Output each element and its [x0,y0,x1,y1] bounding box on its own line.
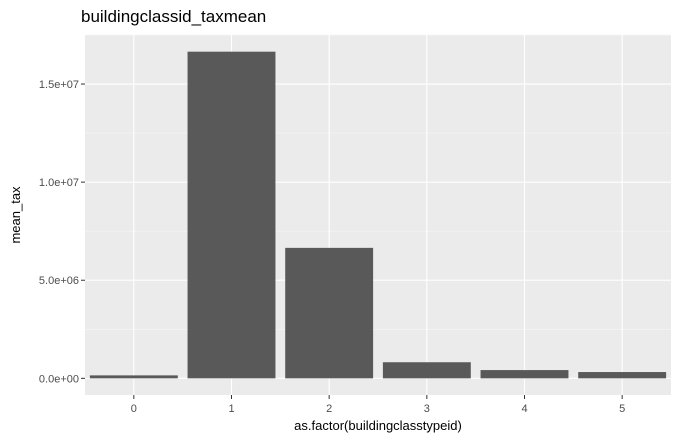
x-axis: 0 1 2 3 4 5 [131,395,625,415]
grid-major [85,35,671,395]
y-axis-title: mean_tax [8,186,23,244]
plot-panel [85,35,671,395]
bar-2 [285,247,374,379]
y-tick-label: 1.0e+07 [39,177,79,189]
x-tick-label: 5 [619,403,625,415]
y-axis: 0.0e+00 5.0e+06 1.0e+07 1.5e+07 [39,79,85,385]
x-tick-label: 4 [521,403,527,415]
bar-5 [578,372,667,379]
grid-minor [85,34,671,330]
bars [89,51,667,379]
bar-1 [187,51,276,379]
bar-0 [89,375,178,379]
y-tick-label: 1.5e+07 [39,79,79,91]
x-tick-label: 2 [326,403,332,415]
chart-title: buildingclassid_taxmean [81,7,266,26]
y-tick-label: 5.0e+06 [39,275,79,287]
y-tick-label: 0.0e+00 [39,373,79,385]
x-tick-label: 0 [131,403,137,415]
bar-4 [480,370,569,379]
x-axis-title: as.factor(buildingclasstypeid) [294,418,462,433]
x-tick-label: 1 [228,403,234,415]
x-tick-label: 3 [424,403,430,415]
bar-3 [382,362,471,379]
